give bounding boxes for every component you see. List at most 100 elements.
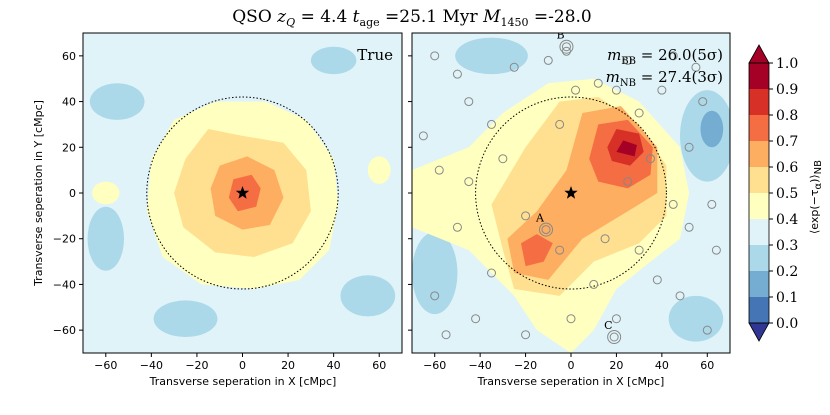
y-tick-label: 60 — [62, 50, 76, 63]
x-tick-label: 20 — [281, 359, 295, 372]
galaxy-marker — [707, 199, 717, 209]
x-tick-label: 20 — [609, 359, 623, 372]
galaxy-marker — [657, 85, 667, 95]
galaxy-marker — [430, 51, 440, 61]
galaxy-marker — [589, 279, 599, 289]
colorbar-segment — [749, 297, 769, 323]
galaxy-marker — [441, 330, 451, 340]
x-tick-label: −60 — [423, 359, 446, 372]
xlabel-right: Transverse seperation in X [cMpc] — [477, 375, 665, 388]
ylabel-left: Transverse seperation in Y [cMpc] — [32, 100, 45, 287]
galaxy-marker — [498, 154, 508, 164]
contour-blob — [92, 181, 120, 205]
colorbar-segment — [749, 167, 769, 193]
contour-blob — [310, 46, 357, 75]
galaxy-marker — [684, 222, 694, 232]
galaxy-marker — [646, 154, 655, 164]
galaxy-marker — [668, 51, 678, 61]
contour-blob — [367, 156, 391, 184]
colorbar-extend-top — [748, 44, 770, 64]
colorbar-segment — [749, 193, 769, 219]
colorbar-segment — [749, 245, 769, 271]
colorbar-segment — [749, 219, 769, 245]
galaxy-marker — [521, 211, 531, 221]
galaxy-marker — [668, 199, 678, 209]
colorbar-extend-bottom — [748, 322, 770, 342]
x-tick-label: 0 — [239, 359, 246, 372]
galaxy-marker — [487, 119, 496, 129]
galaxy-marker — [600, 234, 610, 244]
annotation-mbb: mBB = 26.0(5σ) — [607, 46, 723, 67]
galaxy-label: C — [604, 319, 612, 332]
contour-blob — [700, 110, 724, 148]
galaxy-marker — [634, 108, 644, 118]
galaxy-marker-ring — [607, 330, 622, 344]
galaxy-marker — [521, 330, 531, 340]
colorbar-segment — [749, 271, 769, 297]
galaxy-marker — [543, 55, 553, 65]
galaxy-marker-ring — [539, 222, 554, 237]
galaxy-marker — [593, 78, 603, 88]
y-tick-label: 40 — [62, 96, 76, 109]
galaxy-marker — [434, 165, 444, 175]
galaxy-marker-ring — [559, 39, 574, 54]
colorbar-tick-label: 0.4 — [776, 212, 798, 228]
galaxy-marker — [418, 131, 428, 141]
galaxy-marker — [571, 85, 581, 95]
ticks-left: −60 −40 −20 0 20 40 60 60 40 20 0 −20 −40 −60 — [53, 50, 386, 372]
colorbar-tick-label: 1.0 — [776, 56, 798, 72]
heatmap-left — [83, 33, 402, 353]
y-tick-label: 20 — [62, 141, 76, 154]
ticks-right: −60 −40 −20 0 20 40 60 — [408, 55, 714, 372]
annotation-true: True — [357, 46, 393, 64]
x-tick-label: 40 — [327, 359, 341, 372]
colorbar-tick-label: 0.8 — [776, 108, 798, 124]
galaxy-marker — [623, 177, 633, 187]
galaxy-marker — [675, 291, 685, 301]
contour-blob — [340, 275, 396, 317]
x-tick-label: 60 — [372, 359, 386, 372]
radius-circle — [475, 96, 667, 290]
radius-circle — [146, 96, 339, 290]
contour-blob — [455, 37, 528, 75]
colorbar-tick-label: 0.5 — [776, 186, 798, 202]
x-tick-label: −20 — [185, 359, 208, 372]
galaxy-marker — [471, 314, 481, 324]
y-tick-label: −20 — [53, 233, 76, 246]
contour-blob — [668, 295, 724, 342]
contour-blob — [87, 206, 125, 271]
galaxy-marker — [684, 142, 694, 152]
annotation-mnb: mNB = 27.4(3σ) — [606, 68, 723, 89]
colorbar-tick-label: 0.6 — [776, 160, 798, 176]
x-tick-label: −40 — [140, 359, 163, 372]
galaxy-marker — [698, 97, 708, 107]
x-tick-label: −20 — [514, 359, 537, 372]
x-tick-label: 0 — [568, 359, 575, 372]
galaxy-marker — [487, 268, 496, 278]
x-tick-label: 40 — [655, 359, 669, 372]
x-tick-label: −60 — [94, 359, 117, 372]
galaxy-marker — [430, 291, 440, 301]
galaxy-marker — [561, 42, 571, 52]
galaxy-marker — [611, 85, 621, 95]
contour-region — [521, 234, 553, 267]
colorbar-label: ⟨exp(−τα)⟩NB — [808, 160, 824, 234]
colorbar-tick-label: 0.9 — [776, 82, 798, 98]
galaxy-marker — [452, 222, 462, 232]
colorbar-tick-label: 0.2 — [776, 264, 798, 280]
y-tick-label: 0 — [69, 187, 76, 200]
galaxy-label: A — [535, 212, 545, 225]
galaxy-marker — [652, 275, 662, 285]
panel-right: B A C −60 −40 −20 0 20 40 60 mBB = 26.0(5σ) mNB … — [408, 29, 731, 388]
y-tick-label: −60 — [53, 324, 76, 337]
colorbar: 0.0 0.1 0.2 0.3 0.4 0.5 0.6 0.7 0.8 0.9 1.0 — [748, 44, 798, 342]
galaxy-marker — [711, 245, 721, 255]
galaxy-label: B — [556, 29, 564, 42]
galaxy-marker — [452, 69, 462, 79]
galaxy-marker — [555, 119, 565, 129]
galaxy-marker — [509, 62, 519, 72]
colorbar-tick-label: 0.1 — [776, 290, 798, 306]
quasar-star-marker — [564, 186, 578, 199]
galaxy-marker — [691, 62, 701, 72]
